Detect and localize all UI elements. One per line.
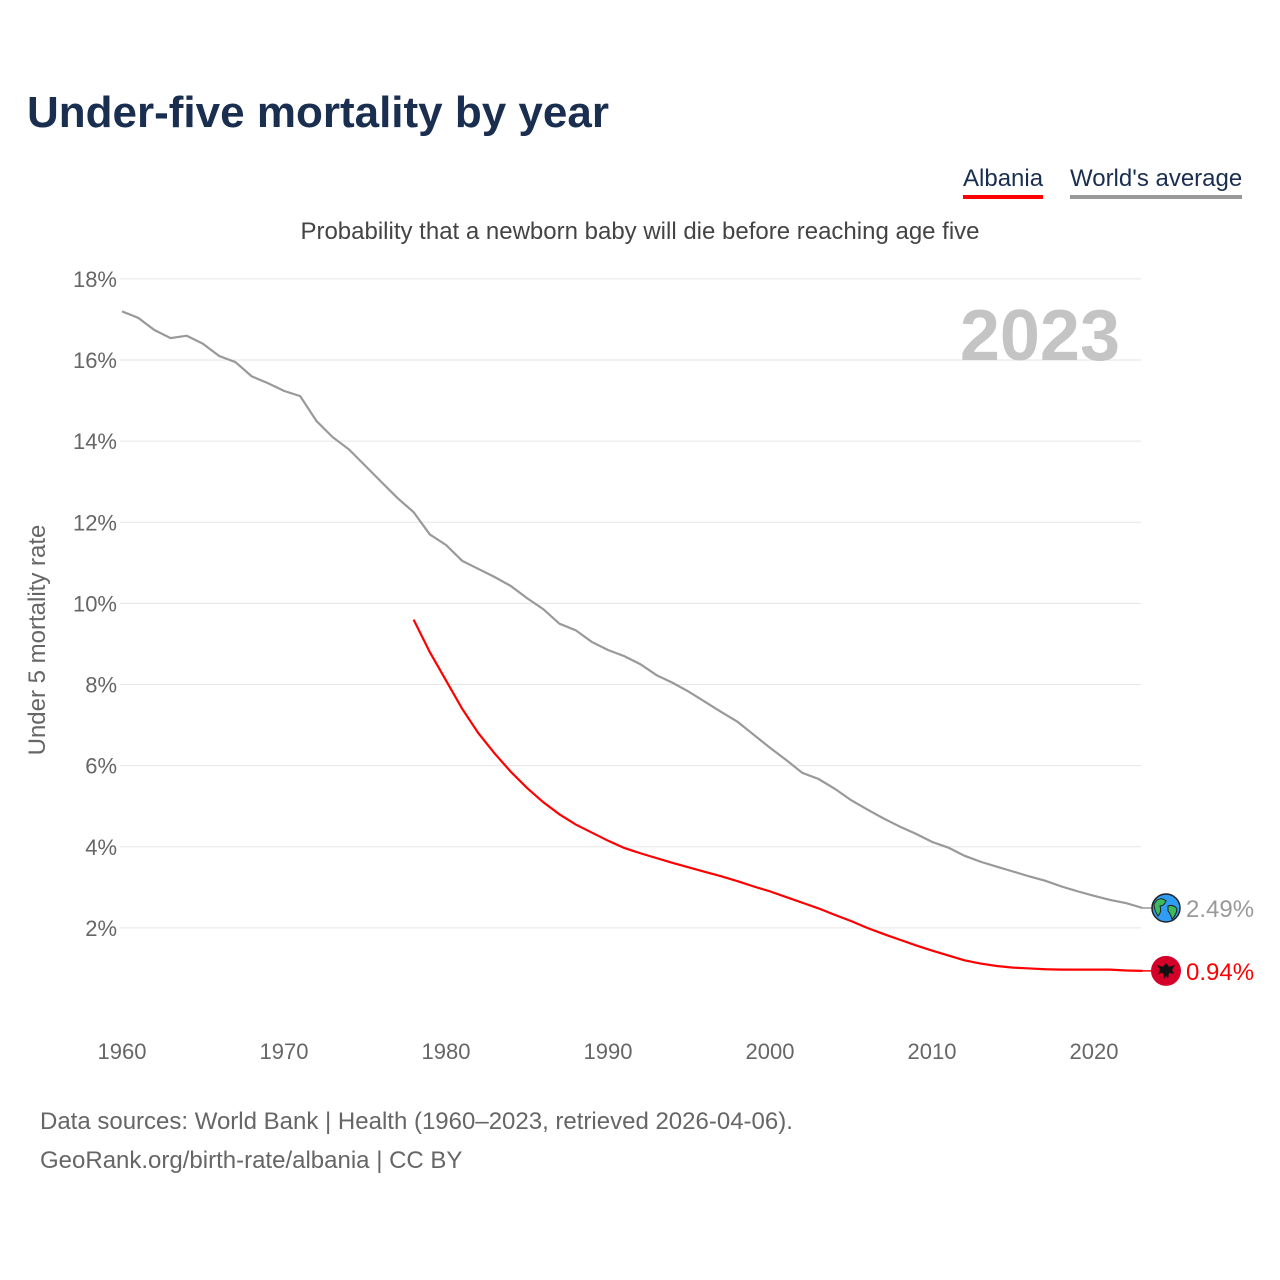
y-tick-label: 18% (73, 267, 117, 292)
series-line-albania (412, 619, 1143, 972)
y-tick-label: 2% (85, 916, 117, 941)
globe-land (1153, 898, 1178, 920)
x-tick-label: 2000 (746, 1039, 795, 1064)
x-tick-label: 2020 (1070, 1039, 1119, 1064)
globe-icon (1151, 893, 1181, 923)
series-line-world (121, 310, 1143, 910)
y-tick-label: 14% (73, 429, 117, 454)
y-tick-label: 8% (85, 673, 117, 698)
x-tick-label: 2010 (908, 1039, 957, 1064)
year-watermark: 2023 (960, 296, 1120, 376)
attribution-text: GeoRank.org/birth-rate/albania | CC BY (40, 1147, 463, 1174)
x-tick-label: 1970 (260, 1039, 309, 1064)
x-tick-label: 1980 (422, 1039, 471, 1064)
line-chart: 2% 4% 6% 8% 10% 12% 14% 16% 18% 1960 1970 1980 1990 2… (24, 267, 1254, 1064)
y-tick-label: 12% (73, 510, 117, 535)
y-tick-label: 10% (73, 591, 117, 616)
chart-subtitle: Probability that a newborn baby will die… (300, 218, 980, 245)
end-value-label: 0.94% (1186, 959, 1254, 986)
legend-world-average[interactable]: World's average (1070, 165, 1243, 199)
x-tick-label: 1960 (98, 1039, 147, 1064)
x-tick-label: 1990 (584, 1039, 633, 1064)
page-title: Under-five mortality by year (27, 88, 609, 137)
y-axis-label: Under 5 mortality rate (24, 525, 51, 756)
data-source-text: Data sources: World Bank | Health (1960–… (40, 1108, 793, 1135)
y-tick-label: 4% (85, 835, 117, 860)
eagle-glyph (1157, 962, 1175, 979)
albania-flag-icon (1151, 955, 1181, 986)
end-value-label: 2.49% (1186, 896, 1254, 923)
y-tick-label: 6% (85, 754, 117, 779)
y-tick-label: 16% (73, 348, 117, 373)
legend-albania[interactable]: Albania (963, 165, 1044, 199)
